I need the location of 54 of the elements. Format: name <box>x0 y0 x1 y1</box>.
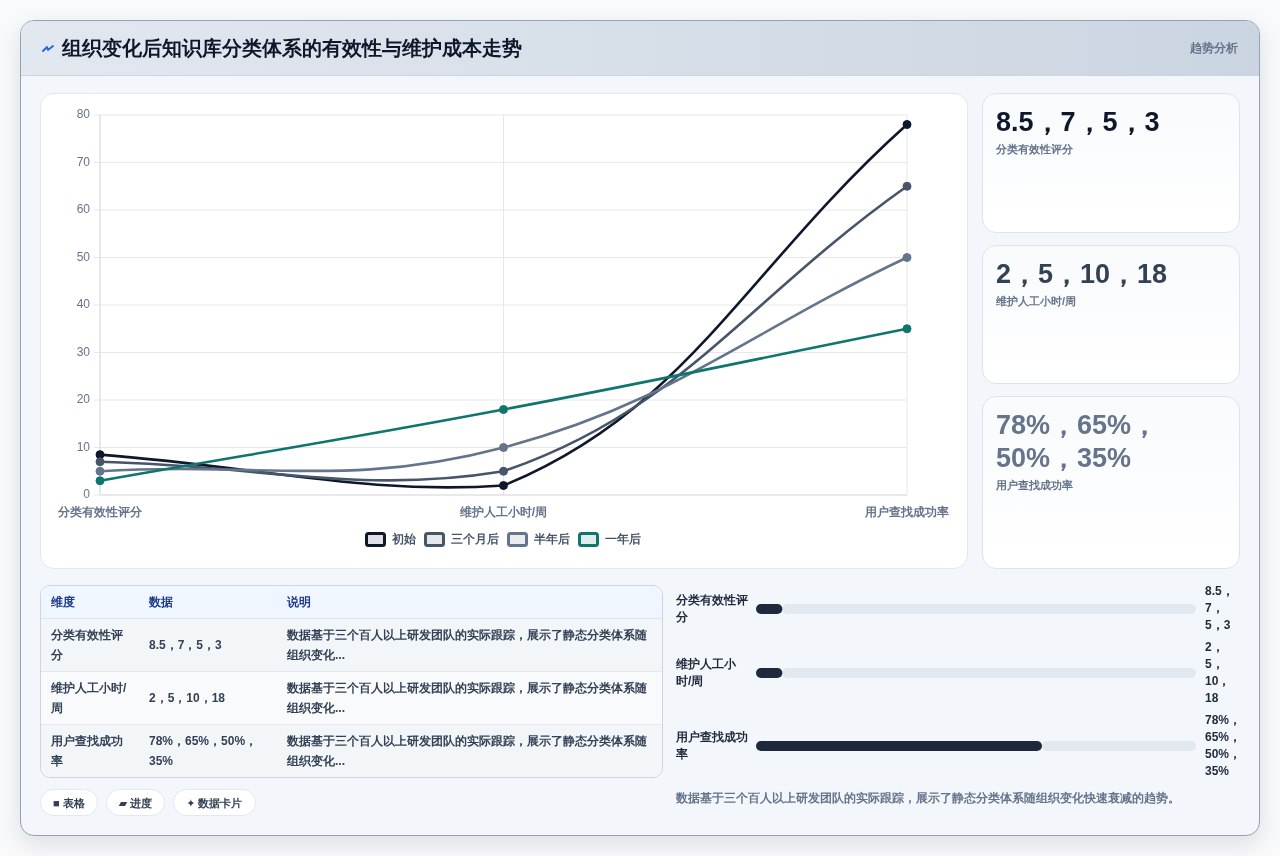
category-label: 说明 <box>277 586 662 619</box>
text: ■ 表格 <box>40 789 98 816</box>
y-tick-label: 维护人工小时/周 <box>676 656 737 690</box>
text: 78%，65%，50%，35% <box>149 734 258 768</box>
y-tick-label: 0 <box>83 487 91 502</box>
y-tick-label: 用户查找成功率 <box>676 729 749 763</box>
point <box>95 476 105 486</box>
text: ✦ 数据卡片 <box>173 789 256 816</box>
text: 2，5，10，18 <box>149 691 226 705</box>
x-tick-label: 分类有效性评分 <box>57 505 143 520</box>
legend-label: 半年后 <box>532 532 570 547</box>
y-tick-label: 30 <box>76 344 91 359</box>
point <box>902 324 912 334</box>
y-tick-label: 10 <box>76 439 91 454</box>
text: 78%，65%，50%，35% <box>1205 712 1242 780</box>
text: 数据基于三个百人以上研发团队的实际跟踪，展示了静态分类体系随组织变化... <box>287 734 647 768</box>
y-tick-label: 80 <box>76 107 91 122</box>
text: ▰ 进度 <box>105 789 166 816</box>
category-label: 维度 <box>41 586 139 619</box>
text: 78%，65%，50%，35% <box>996 410 1159 474</box>
y-tick-label: 60 <box>76 202 91 217</box>
text: 8.5，7，5，3 <box>149 638 222 652</box>
point <box>499 481 508 490</box>
point <box>95 457 105 467</box>
point <box>902 120 912 129</box>
category-label: 用户查找成功率 <box>996 478 1074 494</box>
y-tick-label: 20 <box>76 392 91 407</box>
text: 数据基于三个百人以上研发团队的实际跟踪，展示了静态分类体系随组织变化... <box>287 681 647 715</box>
text: 数据基于三个百人以上研发团队的实际跟踪，展示了静态分类体系随组织变化快速衰减的趋势。 <box>676 790 1181 807</box>
point <box>499 443 508 452</box>
category-label: 维护人工小时/周 <box>996 293 1078 309</box>
category-label: 数据 <box>139 586 277 619</box>
y-tick-label: 40 <box>76 297 91 312</box>
legend-label: 初始 <box>390 532 417 547</box>
point <box>95 466 105 476</box>
x-tick-label: 用户查找成功率 <box>864 505 949 520</box>
text: 组织变化后知识库分类体系的有效性与维护成本走势 <box>62 36 522 61</box>
x-tick-label: 维护人工小时/周 <box>458 505 548 520</box>
text: 8.5，7，5，3 <box>996 107 1160 137</box>
text: 2，5，10，18 <box>1205 639 1232 707</box>
y-tick-label: 70 <box>76 154 91 169</box>
category-label: 分类有效性评分 <box>996 142 1074 157</box>
point <box>499 466 508 476</box>
text: 2，5，10，18 <box>996 258 1168 289</box>
text: 8.5，7，5，3 <box>1205 583 1235 634</box>
text: 数据基于三个百人以上研发团队的实际跟踪，展示了静态分类体系随组织变化... <box>287 628 647 662</box>
legend-label: 三个月后 <box>450 532 499 547</box>
point <box>902 181 912 191</box>
legend-label: 一年后 <box>604 532 641 547</box>
point <box>902 253 912 262</box>
y-tick-label: 分类有效性评分 <box>676 591 749 626</box>
y-tick-label: 50 <box>76 249 91 264</box>
point <box>499 405 508 414</box>
text: 趋势分析 <box>1190 40 1238 57</box>
